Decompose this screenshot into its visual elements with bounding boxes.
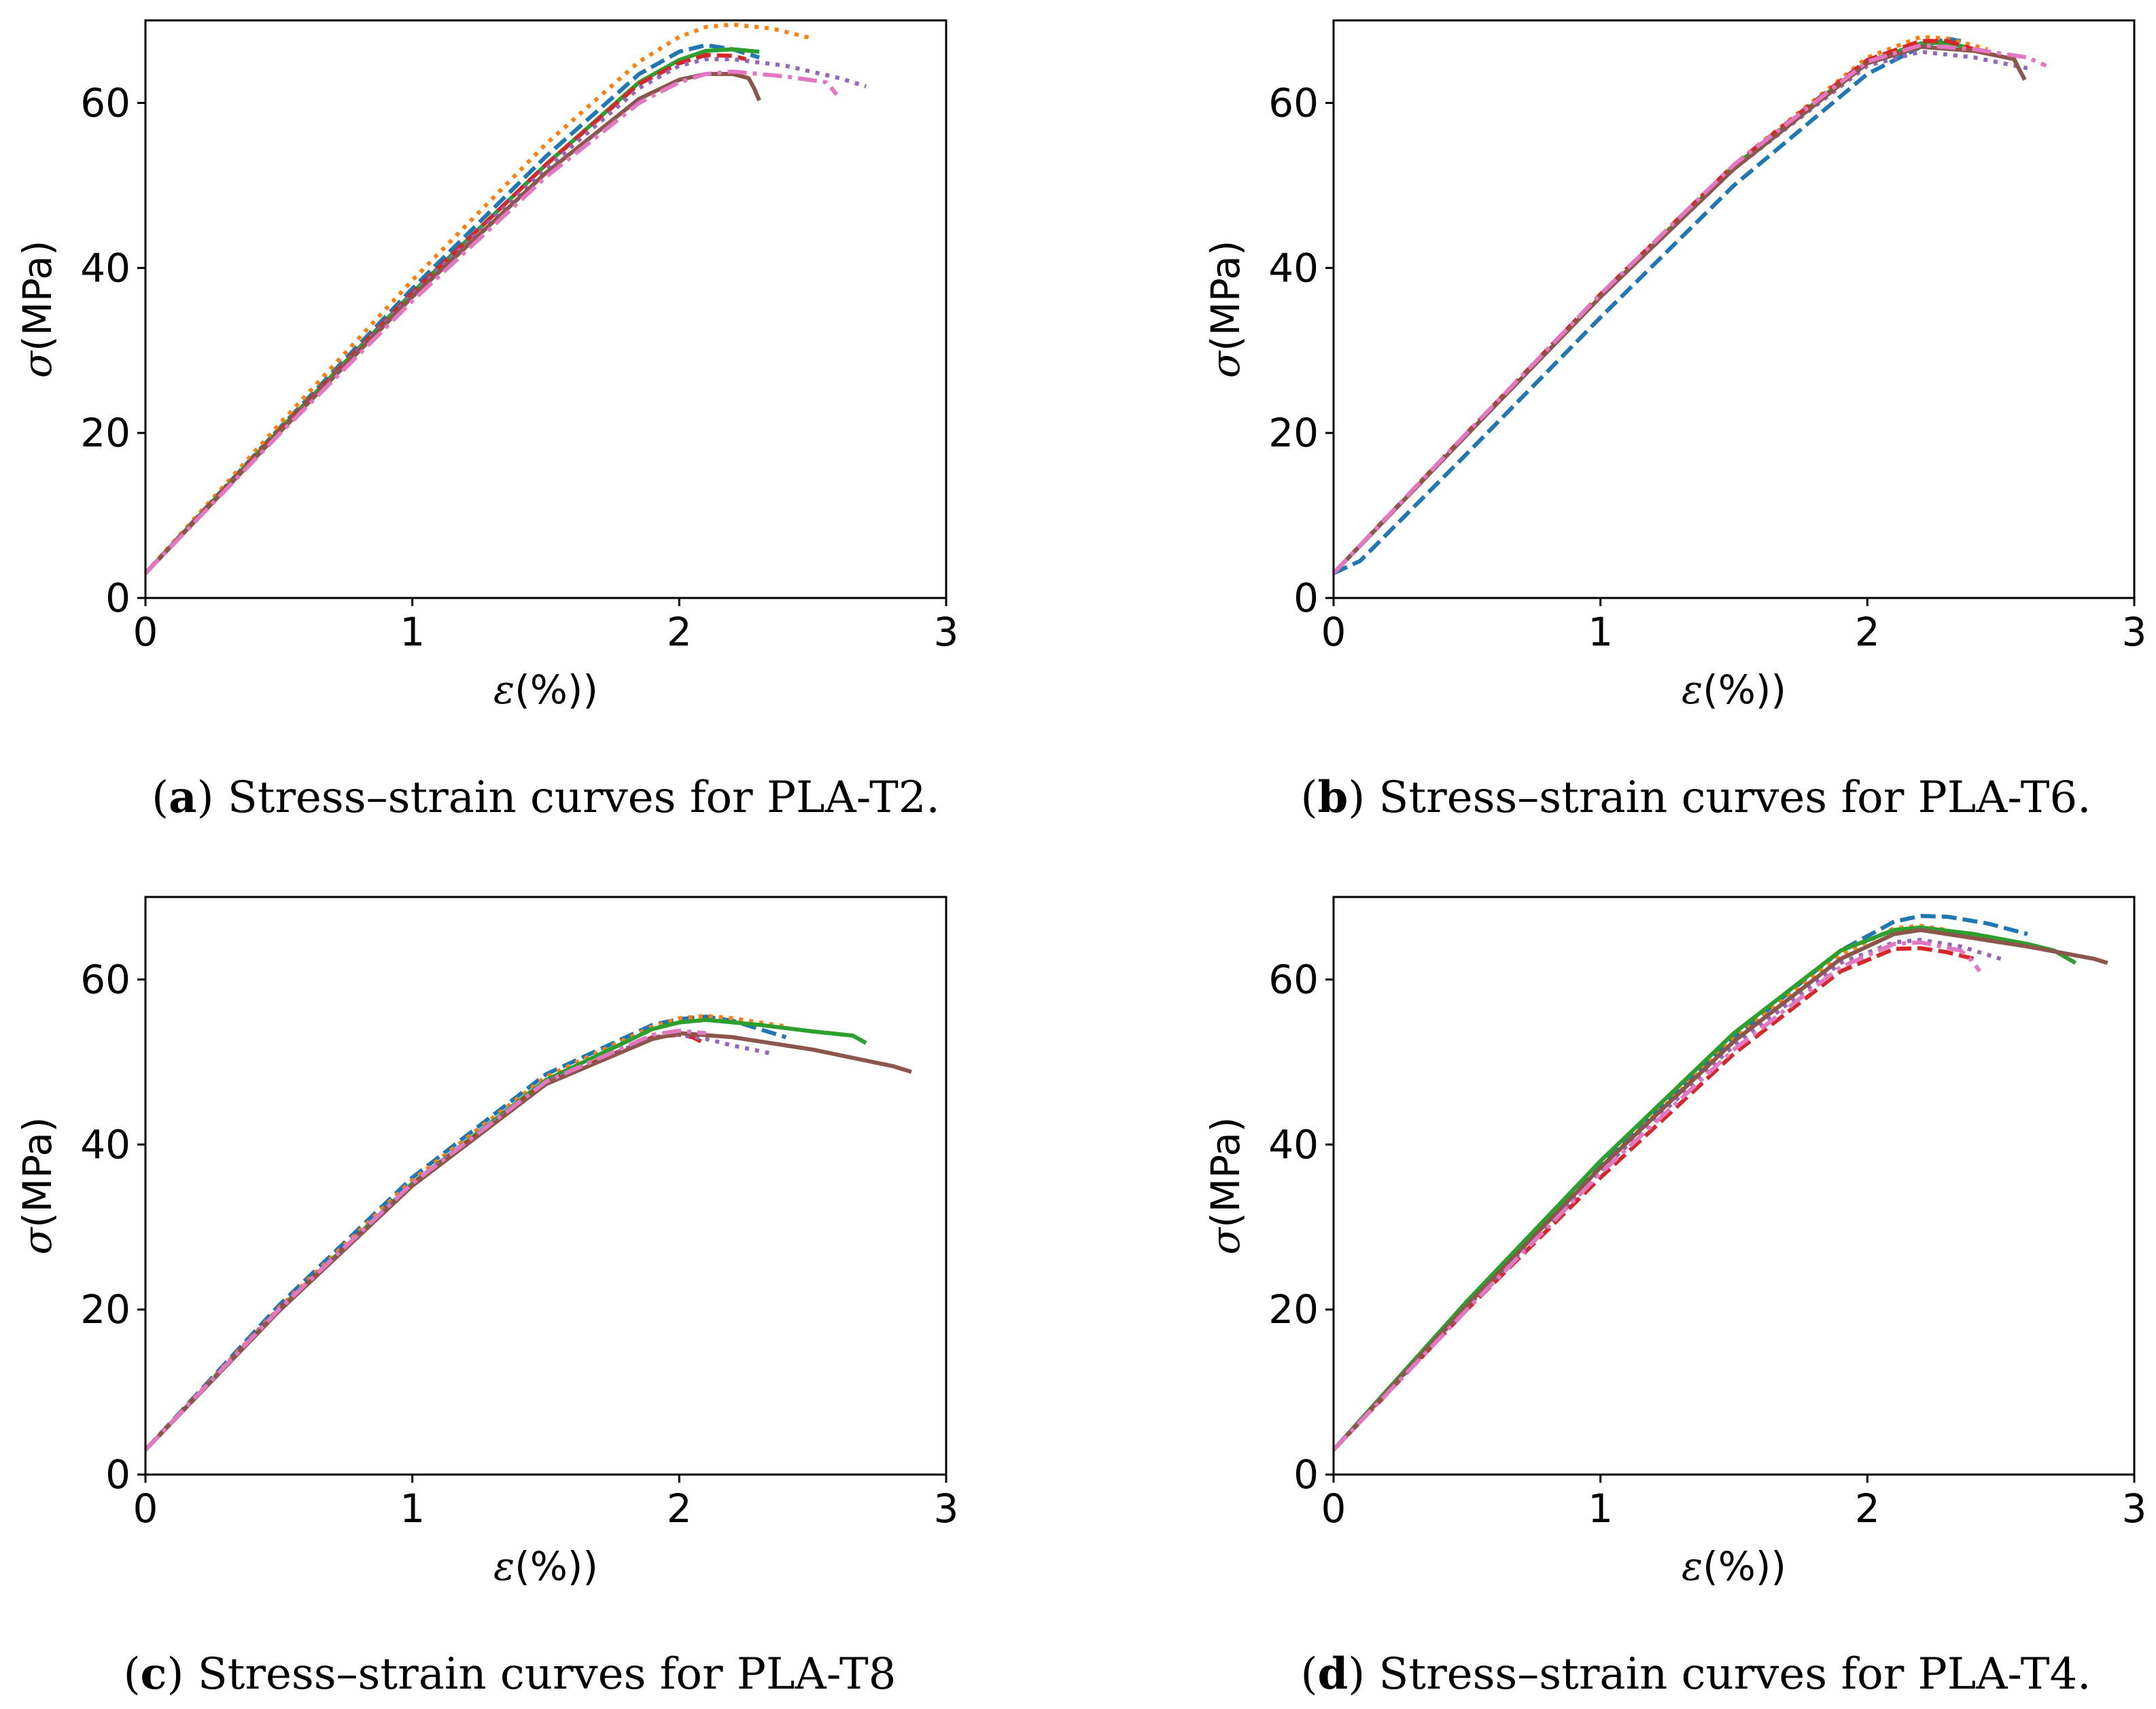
y-tick-label: 40: [1268, 1121, 1319, 1167]
panel-b: 0 20 40 60 0 1 2 3 σ(MPa) ε(%)) (b) Stress–str…: [1202, 19, 2147, 823]
x-tick-label: 0: [133, 609, 158, 655]
x-tick-label: 2: [667, 1485, 692, 1532]
series-line-7: [143, 1028, 706, 1451]
series-line-7: [1332, 43, 2047, 575]
plot-frame: [1332, 19, 2136, 599]
x-tick-label: 0: [1321, 1485, 1346, 1532]
plot-frame: [1332, 896, 2136, 1476]
y-tick-label: 40: [80, 1121, 131, 1167]
panel-d: 0 20 40 60 0 1 2 3 σ(MPa) ε(%)) (d) Stress–str…: [1202, 896, 2147, 1699]
panel-caption: (d) Stress–strain curves for PLA-T4.: [1301, 1649, 2091, 1699]
series-line-2: [143, 22, 814, 575]
panel-caption: (a) Stress–strain curves for PLA-T2.: [152, 772, 940, 823]
series-line-1: [1332, 913, 2028, 1451]
x-tick-label: 1: [400, 1485, 425, 1532]
x-tick-label: 2: [667, 609, 692, 655]
x-tick-label: 0: [133, 1485, 158, 1532]
y-tick-label: 60: [80, 80, 131, 126]
y-tick-label: 0: [1293, 575, 1319, 621]
y-tick-label: 20: [80, 1286, 131, 1333]
x-tick-label: 3: [934, 1485, 959, 1532]
x-tick-label: 1: [1588, 1485, 1613, 1532]
y-tick-label: 40: [80, 245, 131, 291]
series-line-5: [1332, 938, 2002, 1451]
series-line-6: [143, 71, 761, 575]
x-tick-label: 3: [2122, 609, 2147, 655]
x-tick-label: 2: [1855, 609, 1880, 655]
panel-caption: (c) Stress–strain curves for PLA-T8: [124, 1649, 897, 1699]
x-tick-label: 3: [934, 609, 959, 655]
y-tick-label: 20: [1268, 1286, 1319, 1333]
x-axis-label: ε(%)): [1682, 667, 1786, 713]
x-tick-label: 2: [1855, 1485, 1880, 1532]
series-line-6: [1332, 928, 2108, 1451]
plot-frame: [144, 896, 947, 1476]
x-axis-label: ε(%)): [493, 667, 598, 713]
panel-a: 0 20 40 60 0 1 2 3 σ(MPa) ε(%)) (a) Stress–str…: [14, 19, 959, 823]
plot-frame: [144, 19, 947, 599]
x-tick-label: 3: [2122, 1485, 2147, 1532]
y-axis-label: σ(MPa): [1202, 241, 1249, 378]
panel-caption: (b) Stress–strain curves for PLA-T6.: [1301, 772, 2091, 823]
y-tick-label: 0: [1293, 1451, 1319, 1498]
x-axis-label: ε(%)): [1682, 1543, 1786, 1589]
y-axis-label: σ(MPa): [14, 241, 60, 378]
panel-c: 0 20 40 60 0 1 2 3 σ(MPa) ε(%)) (c) Stress–str…: [14, 896, 959, 1699]
y-axis-label: σ(MPa): [14, 1117, 60, 1255]
y-tick-label: 0: [105, 1451, 131, 1498]
y-axis-label: σ(MPa): [1202, 1117, 1249, 1255]
series-line-4: [1332, 39, 1988, 575]
x-tick-label: 1: [400, 609, 425, 655]
y-tick-label: 40: [1268, 245, 1319, 291]
y-tick-label: 60: [1268, 956, 1319, 1002]
y-tick-label: 60: [80, 956, 131, 1002]
y-tick-label: 0: [105, 575, 131, 621]
series-line-7: [1332, 940, 1981, 1451]
y-tick-label: 20: [80, 410, 131, 456]
y-tick-label: 20: [1268, 410, 1319, 456]
x-tick-label: 1: [1588, 609, 1613, 655]
y-tick-label: 60: [1268, 80, 1319, 126]
x-axis-label: ε(%)): [493, 1543, 598, 1589]
x-tick-label: 0: [1321, 609, 1346, 655]
